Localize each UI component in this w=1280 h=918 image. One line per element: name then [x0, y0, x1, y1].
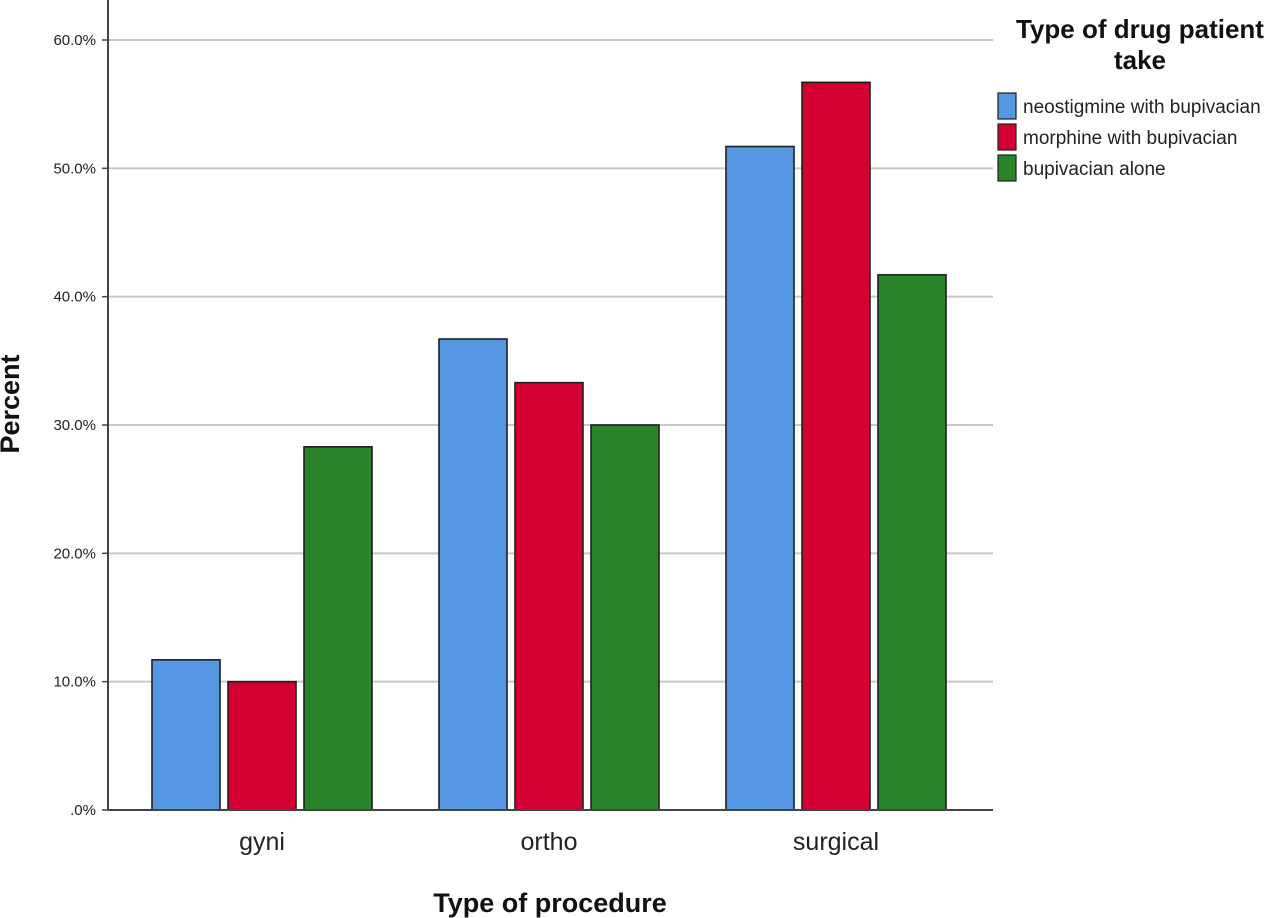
legend-swatch	[997, 123, 1017, 151]
legend-title: Type of drug patient	[1016, 14, 1264, 44]
y-tick-label: 50.0%	[53, 160, 96, 177]
legend-title: take	[1114, 45, 1166, 75]
y-tick-label: 10.0%	[53, 674, 96, 691]
category-labels: gyni ortho surgical	[239, 828, 879, 856]
bar-gyni-series-1	[151, 659, 221, 811]
bar-surgical-series-3	[877, 274, 947, 811]
bar-ortho-series-3	[590, 424, 660, 811]
y-tick-label: 60.0%	[53, 32, 96, 49]
y-tick-labels: .0% 10.0% 20.0% 30.0% 40.0% 50.0% 60.0%	[53, 32, 96, 819]
legend-swatch	[997, 92, 1017, 120]
legend-swatch	[997, 154, 1017, 182]
legend-label: morphine with bupivacian	[1023, 128, 1237, 149]
legend-label: neostigmine with bupivacian	[1023, 97, 1261, 118]
x-category-label: surgical	[793, 828, 879, 856]
y-tick-label: 40.0%	[53, 289, 96, 306]
x-category-label: gyni	[239, 828, 285, 856]
bar-ortho-series-1	[438, 338, 508, 811]
axes	[102, 0, 993, 811]
bar-surgical-series-1	[725, 145, 795, 811]
bar-gyni-series-2	[227, 680, 297, 811]
y-tick-label: .0%	[70, 802, 96, 819]
legend-label: bupivacian alone	[1023, 159, 1166, 180]
y-tick-label: 20.0%	[53, 545, 96, 562]
bar-surgical-series-2	[801, 81, 871, 811]
x-axis-title: Type of procedure	[433, 888, 667, 918]
bar-gyni-series-3	[303, 446, 373, 811]
x-category-label: ortho	[521, 828, 578, 856]
bar-ortho-series-2	[514, 381, 584, 811]
bars	[151, 81, 947, 811]
y-axis-title: Percent	[0, 354, 25, 453]
y-tick-label: 30.0%	[53, 417, 96, 434]
